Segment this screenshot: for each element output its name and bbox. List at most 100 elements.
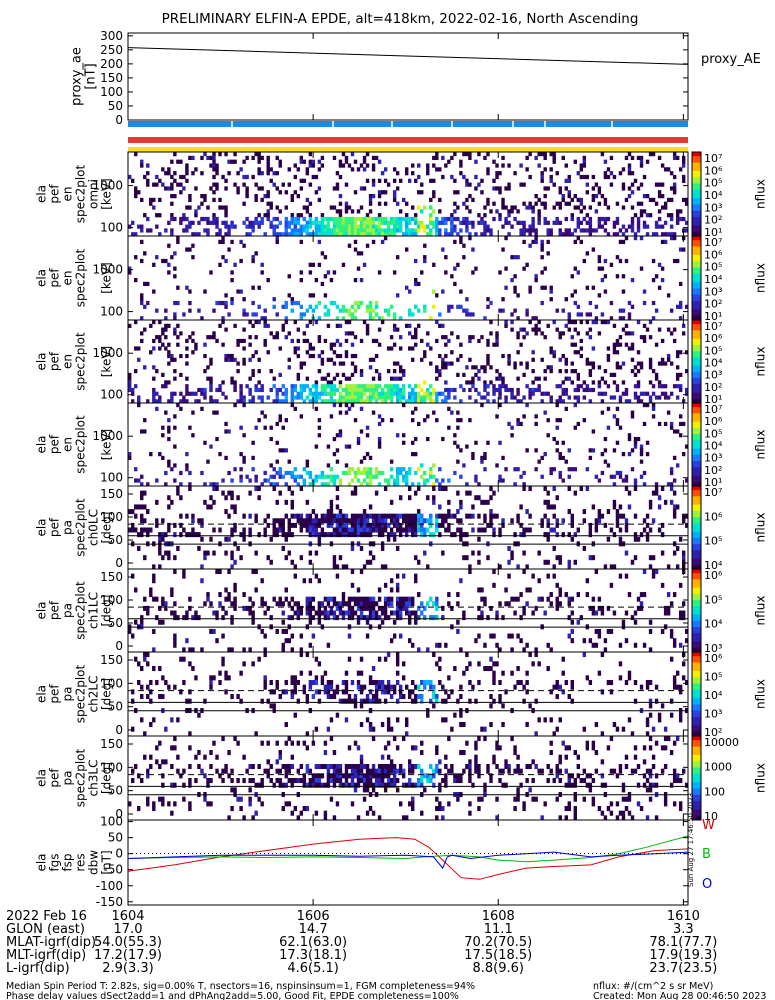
colorbar-segment <box>692 265 701 268</box>
spectrogram-cell <box>483 726 487 732</box>
spectrogram-cell <box>660 194 665 199</box>
spectrogram-cell <box>182 573 186 579</box>
spectrogram-cell <box>392 224 397 229</box>
colorbar-segment <box>692 731 701 735</box>
spectrogram-cell <box>414 406 418 411</box>
spectrogram-cell <box>377 532 382 538</box>
spectrogram-cell <box>317 395 322 400</box>
spectrogram-cell <box>383 201 388 206</box>
spectrogram-cell <box>182 569 186 575</box>
spectrogram-cell <box>411 387 415 393</box>
spectrogram-cell <box>495 387 499 393</box>
spectrogram-cell <box>633 365 638 370</box>
spectrogram-cell <box>380 680 385 686</box>
spectrogram-cell <box>435 418 439 423</box>
spectrogram-cell <box>356 228 361 233</box>
spectrogram-cell <box>146 178 150 183</box>
spectrogram-cell <box>576 421 581 427</box>
spectrogram-cell <box>395 596 400 602</box>
spectrogram-cell <box>215 186 219 191</box>
spectrogram-cell <box>242 527 246 533</box>
spectrogram-cell <box>510 391 514 396</box>
spectrogram-cell <box>176 300 180 306</box>
spectrogram-cell <box>305 323 310 328</box>
spectrogram-cell <box>350 399 355 404</box>
spectrogram-cell <box>471 452 475 457</box>
spectrogram-cell <box>296 680 301 686</box>
spectrogram-cell <box>230 601 234 607</box>
spectrogram-cell <box>447 395 451 400</box>
colorbar-segment <box>692 194 701 197</box>
spectrogram-cell <box>567 564 571 570</box>
spectrogram-cell <box>299 522 304 528</box>
spectrogram-cell <box>468 236 472 241</box>
spectrogram-cell <box>408 467 412 472</box>
spectrogram-cell <box>627 331 632 336</box>
spectrogram-cell <box>221 605 225 611</box>
spectrogram-cell <box>350 395 355 400</box>
spectrogram-cell <box>308 596 313 602</box>
spectrogram-cell <box>284 722 288 728</box>
spectrogram-cell <box>624 258 629 264</box>
spectrogram-cell <box>558 587 562 593</box>
spectrogram-cell <box>140 224 144 229</box>
colorbar-segment <box>692 748 701 752</box>
spectrogram-cell <box>386 478 391 483</box>
spectrogram-cell <box>251 353 255 359</box>
spectrogram-cell <box>341 372 346 377</box>
spectrogram-cell <box>134 346 138 351</box>
spectrogram-cell <box>678 712 683 718</box>
spectrogram-cell <box>389 474 394 479</box>
spectrogram-cell <box>149 680 153 686</box>
spectrogram-cell <box>660 550 665 556</box>
spectrogram-cell <box>540 171 544 176</box>
spectrogram-cell <box>573 559 578 565</box>
spectrogram-cell <box>627 194 632 199</box>
spectrogram-cell <box>531 224 535 229</box>
spectrogram-cell <box>453 209 457 214</box>
spectrogram-cell <box>404 527 409 533</box>
spectrogram-cell <box>149 587 153 593</box>
colorbar-segment <box>692 602 701 605</box>
spectrogram-cell <box>501 353 505 359</box>
spectrogram-cell <box>206 376 210 381</box>
spectrogram-cell <box>423 532 427 538</box>
spectrogram-cell <box>483 220 487 225</box>
spectrogram-cell <box>272 467 276 472</box>
spectrogram-cell <box>432 703 436 709</box>
spectrogram-cell <box>251 615 255 621</box>
spectrogram-cell <box>639 201 644 206</box>
spectrogram-cell <box>233 387 237 393</box>
spectrogram-cell <box>290 399 294 404</box>
spectrogram-cell <box>555 216 559 222</box>
spectrogram-cell <box>149 201 153 206</box>
spectrogram-cell <box>338 509 343 515</box>
spectrogram-cell <box>383 399 388 404</box>
spectrogram-cell <box>191 666 195 672</box>
spectrogram-cell <box>326 220 331 225</box>
spectrogram-cell <box>441 522 445 528</box>
spectrogram-cell <box>660 357 665 362</box>
spectrogram-cell <box>371 155 376 161</box>
spectrogram-cell <box>432 387 436 393</box>
spectrogram-cell <box>293 387 298 393</box>
spectrogram-cell <box>672 155 677 161</box>
spectrogram-cell <box>317 186 322 191</box>
spectrogram-cell <box>528 232 532 237</box>
spectrogram-cell <box>645 680 650 686</box>
spectrogram-cell <box>284 536 288 542</box>
spectrogram-cell <box>293 522 298 528</box>
spectrogram-cell <box>507 633 511 639</box>
spectrogram-cell <box>591 605 596 611</box>
spectrogram-cell <box>564 297 568 302</box>
spectrogram-cell <box>197 545 201 551</box>
spectrogram-cell <box>444 399 448 404</box>
spectrogram-cell <box>314 522 319 528</box>
spectrogram-cell <box>558 384 562 389</box>
spectrogram-cell <box>570 293 574 298</box>
spectrogram-cell <box>191 513 195 519</box>
spectrogram-cell <box>257 159 261 164</box>
spectrogram-cell <box>209 750 213 756</box>
spectrogram-cell <box>621 224 626 229</box>
spectrogram-cell <box>353 532 358 538</box>
